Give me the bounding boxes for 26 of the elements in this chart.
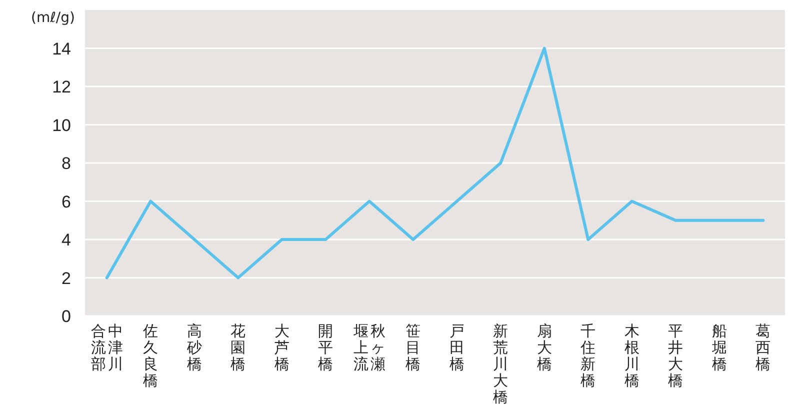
x-tick-label: 中津川合流部 <box>90 322 123 373</box>
x-tick-label: 戸田橋 <box>449 322 464 373</box>
x-tick-label: 千住新橋 <box>580 322 596 390</box>
y-tick-label: 14 <box>52 39 71 58</box>
x-tick-label: 高砂橋 <box>186 322 202 373</box>
x-tick-label: 花園橋 <box>230 322 246 373</box>
line-series <box>105 46 765 280</box>
x-tick-label: 笹目橋 <box>406 322 421 373</box>
x-tick-label: 船堀橋 <box>710 322 727 373</box>
x-tick-label: 葛西橋 <box>756 322 771 373</box>
y-tick-label: 2 <box>62 268 71 288</box>
x-tick-label: 扇大橋 <box>536 322 552 373</box>
x-tick-label: 大芦橋 <box>274 322 290 373</box>
y-tick-label: 4 <box>62 230 71 250</box>
y-tick-label: 10 <box>52 116 71 135</box>
x-tick-label: 秋ヶ瀬堰上流 <box>352 322 386 373</box>
y-tick-label: 12 <box>52 78 71 96</box>
x-tick-label: 平井大橋 <box>668 322 684 390</box>
x-tick-label: 開平橋 <box>318 322 334 373</box>
x-tick-label: 木根川橋 <box>624 322 640 390</box>
y-tick-label: 6 <box>62 192 71 212</box>
y-axis-title: (mℓ/g) <box>31 10 75 26</box>
x-tick-label: 佐久良橋 <box>143 322 158 390</box>
y-tick-label: 0 <box>62 307 71 326</box>
y-tick-label: 8 <box>62 154 71 173</box>
x-tick-label: 新荒川大橋 <box>493 322 508 406</box>
